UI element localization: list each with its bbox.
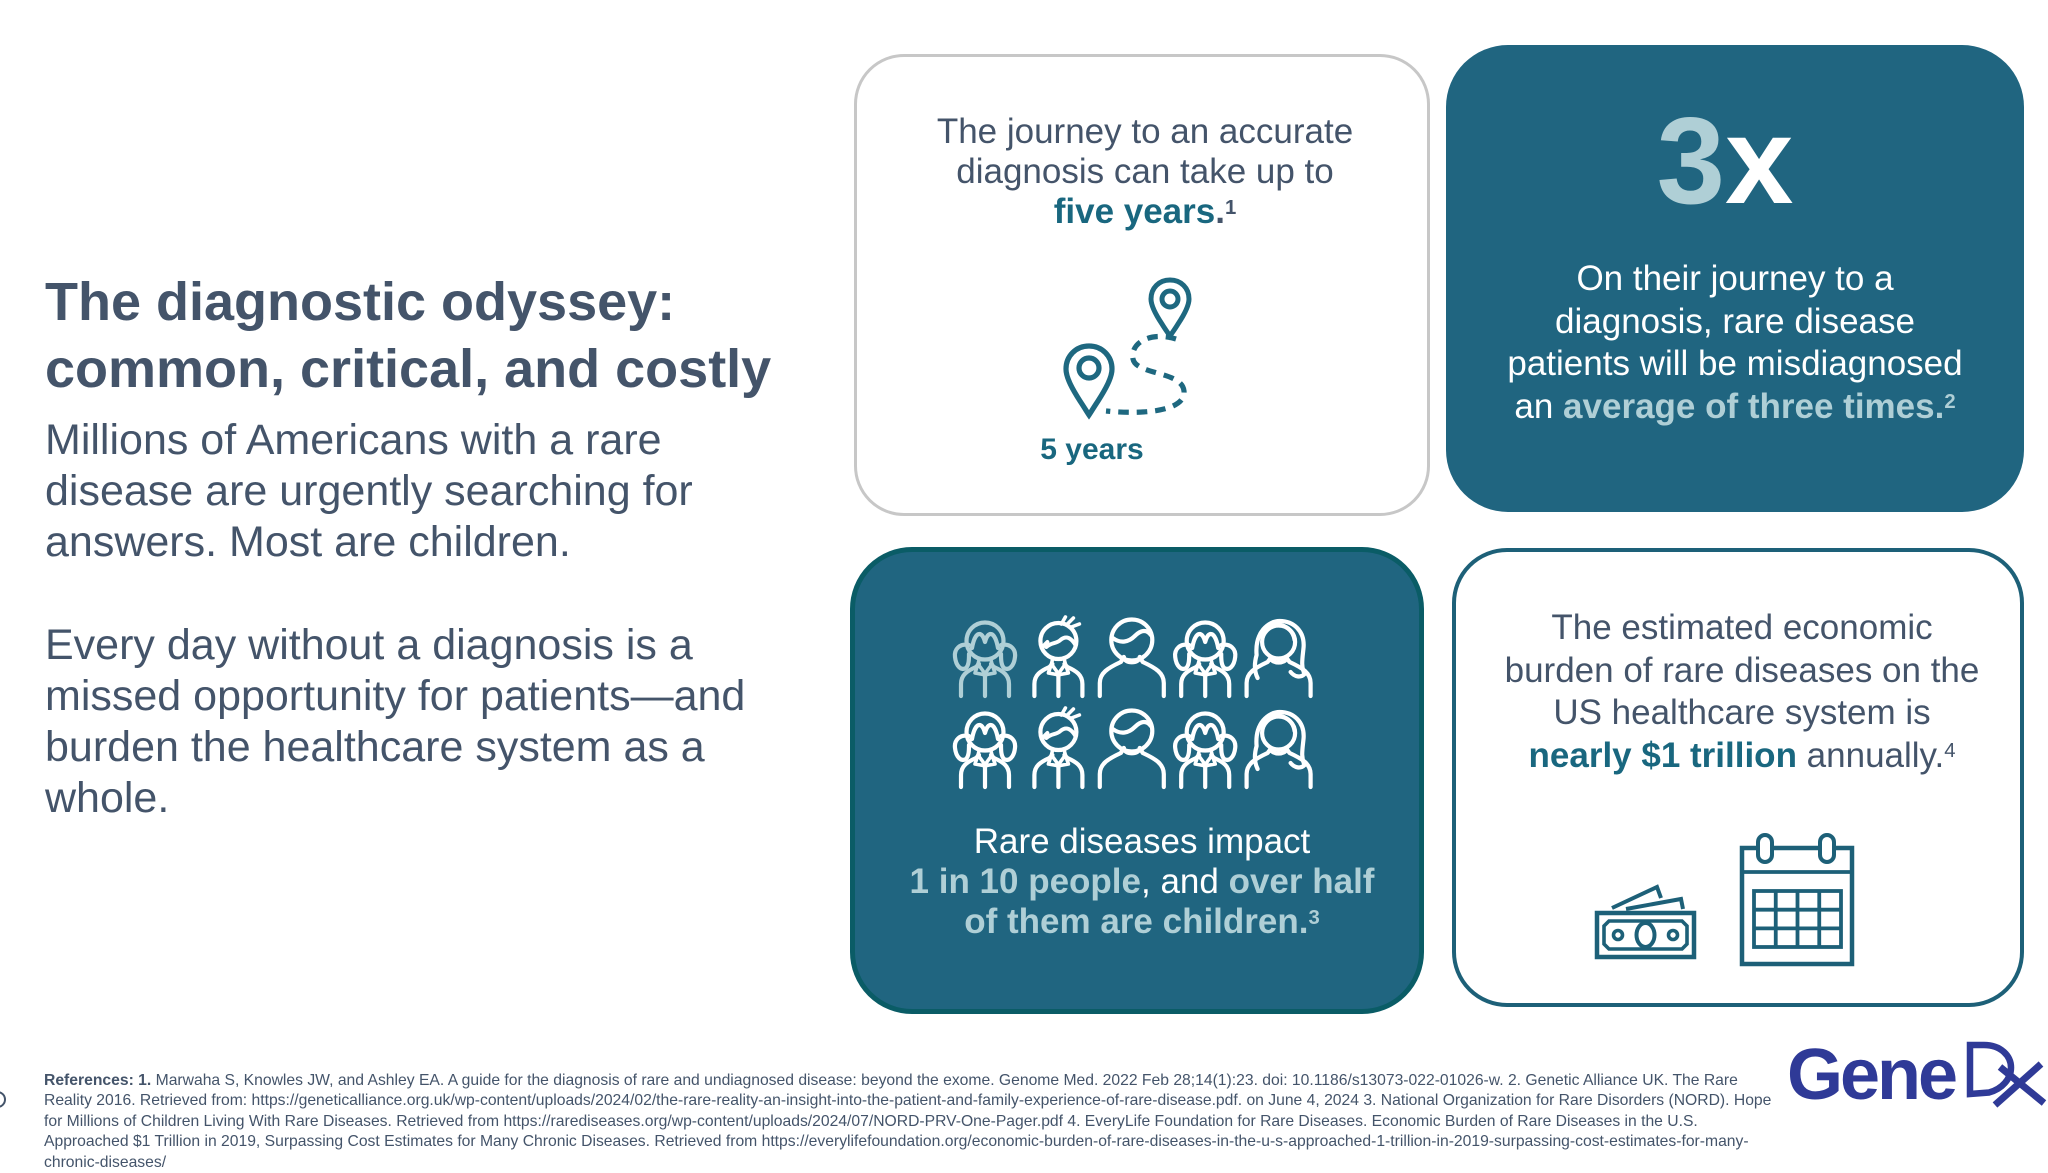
svg-text:Gene: Gene	[1787, 1035, 1956, 1112]
